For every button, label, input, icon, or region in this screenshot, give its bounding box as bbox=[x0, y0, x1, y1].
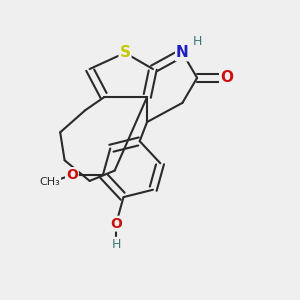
Text: CH₃: CH₃ bbox=[40, 177, 60, 188]
Text: O: O bbox=[220, 70, 233, 86]
Text: S: S bbox=[119, 45, 130, 60]
Text: N: N bbox=[176, 45, 189, 60]
Text: O: O bbox=[66, 168, 78, 182]
Text: O: O bbox=[110, 217, 122, 231]
Text: H: H bbox=[192, 34, 202, 48]
Text: H: H bbox=[112, 238, 121, 251]
